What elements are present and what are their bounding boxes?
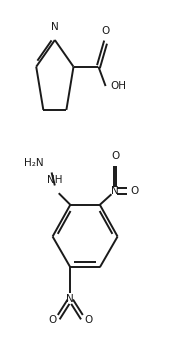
Text: N: N (66, 294, 74, 304)
Text: O: O (84, 315, 92, 325)
Text: OH: OH (110, 81, 126, 91)
Text: NH: NH (47, 176, 63, 185)
Text: O: O (48, 315, 57, 325)
Text: H₂N: H₂N (24, 158, 44, 168)
Text: O: O (130, 186, 138, 196)
Text: O: O (102, 26, 110, 36)
Text: N: N (111, 186, 119, 196)
Text: O: O (111, 150, 119, 160)
Text: N: N (51, 22, 59, 32)
